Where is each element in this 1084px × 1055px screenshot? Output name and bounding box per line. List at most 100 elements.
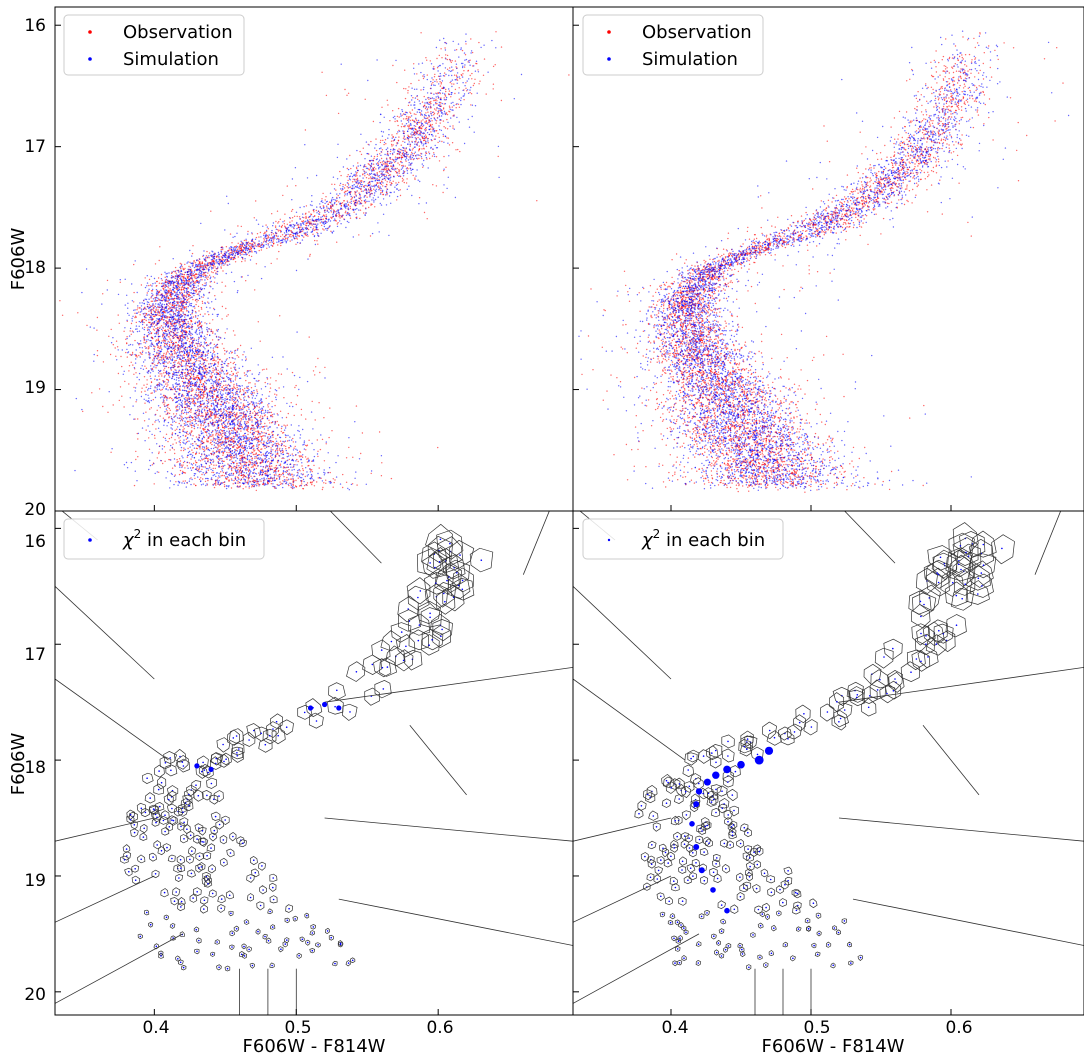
observation-point: [318, 402, 320, 404]
observation-point: [177, 279, 180, 282]
observation-point: [157, 306, 159, 308]
observation-point: [421, 157, 423, 160]
observation-point: [435, 185, 438, 187]
observation-point: [192, 347, 194, 350]
simulation-point: [198, 271, 201, 273]
observation-point: [211, 443, 213, 446]
observation-point: [185, 413, 188, 415]
simulation-point: [241, 359, 243, 361]
observation-point: [471, 72, 473, 75]
observation-point: [216, 447, 218, 449]
observation-point: [257, 482, 259, 484]
simulation-point: [245, 417, 247, 419]
observation-point: [189, 358, 192, 361]
observation-point: [249, 461, 252, 463]
observation-point: [394, 161, 396, 163]
observation-point: [373, 155, 376, 158]
simulation-point: [265, 441, 268, 444]
observation-point: [367, 182, 369, 185]
simulation-point: [147, 301, 150, 304]
observation-point: [184, 307, 186, 309]
observation-point: [96, 316, 99, 319]
simulation-point: [131, 283, 133, 285]
simulation-point: [243, 453, 245, 455]
observation-point: [188, 408, 190, 410]
observation-point: [398, 136, 400, 138]
observation-point: [313, 215, 316, 218]
simulation-point: [323, 469, 325, 471]
observation-point: [176, 269, 178, 272]
simulation-point: [238, 486, 240, 488]
observation-point: [377, 185, 380, 187]
observation-point: [430, 126, 433, 128]
observation-point: [203, 418, 205, 420]
observation-point: [343, 187, 346, 189]
simulation-point: [348, 213, 351, 215]
observation-point: [333, 481, 335, 484]
observation-point: [151, 325, 153, 328]
simulation-point: [237, 471, 239, 473]
observation-point: [425, 126, 428, 129]
observation-point: [175, 359, 177, 362]
simulation-point: [189, 478, 191, 480]
simulation-point: [202, 266, 204, 268]
observation-point: [220, 252, 222, 254]
observation-point: [141, 387, 143, 389]
observation-point: [277, 229, 279, 231]
simulation-point: [250, 447, 252, 450]
observation-point: [158, 298, 160, 300]
observation-point: [201, 265, 203, 268]
observation-point: [410, 154, 412, 156]
observation-point: [314, 220, 316, 222]
observation-point: [407, 117, 410, 119]
observation-point: [330, 217, 333, 219]
observation-point: [418, 150, 420, 152]
observation-point: [295, 237, 297, 239]
observation-point: [423, 148, 425, 150]
observation-point: [34, 404, 35, 405]
observation-point: [151, 300, 154, 302]
simulation-point: [170, 314, 172, 316]
simulation-point: [347, 213, 349, 216]
observation-point: [190, 431, 192, 434]
observation-point: [294, 386, 296, 389]
observation-point: [194, 315, 197, 317]
observation-point: [210, 439, 212, 441]
observation-point: [145, 314, 147, 317]
observation-point: [215, 432, 218, 435]
observation-point: [189, 375, 191, 378]
observation-point: [422, 75, 424, 77]
simulation-point: [331, 198, 333, 200]
simulation-point: [363, 200, 366, 202]
observation-point: [197, 375, 199, 377]
observation-point: [191, 369, 194, 371]
observation-point: [203, 365, 205, 367]
observation-point: [206, 250, 208, 253]
observation-point: [226, 315, 228, 317]
observation-point: [271, 400, 273, 403]
observation-point: [226, 412, 228, 414]
observation-point: [169, 289, 171, 291]
observation-point: [201, 459, 204, 461]
observation-point: [386, 181, 388, 183]
simulation-point: [193, 447, 196, 449]
observation-point: [369, 235, 372, 237]
observation-point: [375, 168, 377, 170]
observation-point: [269, 391, 271, 393]
observation-point: [271, 465, 273, 467]
observation-point: [82, 410, 84, 413]
observation-point: [183, 472, 185, 474]
observation-point: [419, 114, 422, 116]
observation-point: [186, 347, 189, 349]
observation-point: [168, 437, 171, 440]
observation-point: [195, 443, 197, 445]
observation-point: [184, 263, 186, 266]
observation-point: [236, 384, 238, 387]
observation-point: [249, 249, 251, 251]
observation-point: [246, 477, 248, 479]
observation-point: [359, 217, 361, 220]
observation-point: [356, 171, 358, 174]
observation-point: [182, 300, 184, 302]
simulation-point: [425, 122, 427, 124]
observation-point: [189, 372, 191, 375]
